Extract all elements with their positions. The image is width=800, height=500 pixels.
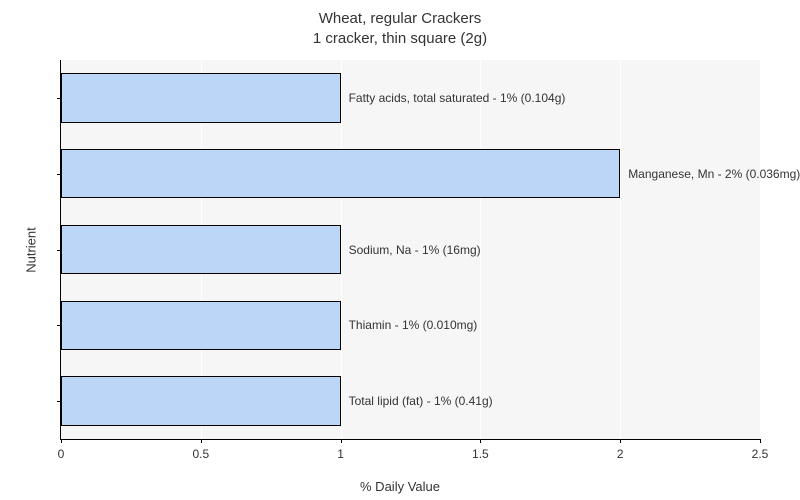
- bar-label: Fatty acids, total saturated - 1% (0.104…: [349, 91, 566, 105]
- chart-title-line2: 1 cracker, thin square (2g): [0, 30, 800, 47]
- plot-area: 00.511.522.5Fatty acids, total saturated…: [60, 60, 760, 440]
- bar-label: Total lipid (fat) - 1% (0.41g): [349, 394, 493, 408]
- x-tick-label: 2.5: [752, 447, 769, 461]
- bar-label: Manganese, Mn - 2% (0.036mg): [628, 167, 800, 181]
- bar-label: Sodium, Na - 1% (16mg): [349, 243, 481, 257]
- x-tick: [61, 439, 62, 443]
- x-tick: [760, 439, 761, 443]
- x-tick: [620, 439, 621, 443]
- y-axis-label: Nutrient: [23, 227, 38, 273]
- bar-label: Thiamin - 1% (0.010mg): [349, 318, 478, 332]
- x-axis-label: % Daily Value: [0, 479, 800, 494]
- bar: [61, 149, 620, 198]
- x-tick-label: 0.5: [192, 447, 209, 461]
- x-tick-label: 1: [337, 447, 344, 461]
- nutrient-chart: Wheat, regular Crackers 1 cracker, thin …: [0, 0, 800, 500]
- gridline: [760, 60, 761, 439]
- bar: [61, 225, 341, 274]
- x-tick: [480, 439, 481, 443]
- bar: [61, 301, 341, 350]
- bar: [61, 376, 341, 425]
- chart-title-line1: Wheat, regular Crackers: [0, 10, 800, 27]
- x-tick-label: 1.5: [472, 447, 489, 461]
- x-tick: [341, 439, 342, 443]
- gridline: [341, 60, 342, 439]
- gridline: [620, 60, 621, 439]
- bar: [61, 73, 341, 122]
- x-tick-label: 0: [58, 447, 65, 461]
- x-tick: [201, 439, 202, 443]
- x-tick-label: 2: [617, 447, 624, 461]
